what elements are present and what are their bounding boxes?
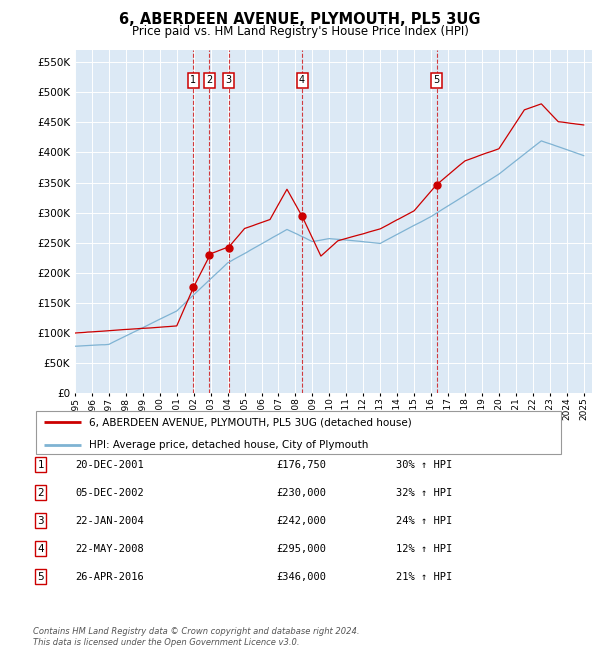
Text: 1: 1	[190, 75, 196, 85]
Text: 1: 1	[37, 460, 44, 470]
Text: £176,750: £176,750	[276, 460, 326, 470]
Text: 30% ↑ HPI: 30% ↑ HPI	[396, 460, 452, 470]
Text: 22-JAN-2004: 22-JAN-2004	[75, 515, 144, 526]
Text: £346,000: £346,000	[276, 571, 326, 582]
Text: 6, ABERDEEN AVENUE, PLYMOUTH, PL5 3UG (detached house): 6, ABERDEEN AVENUE, PLYMOUTH, PL5 3UG (d…	[89, 417, 412, 427]
Text: 3: 3	[226, 75, 232, 85]
Text: 5: 5	[37, 571, 44, 582]
Text: 05-DEC-2002: 05-DEC-2002	[75, 488, 144, 498]
Text: 32% ↑ HPI: 32% ↑ HPI	[396, 488, 452, 498]
Text: 6, ABERDEEN AVENUE, PLYMOUTH, PL5 3UG: 6, ABERDEEN AVENUE, PLYMOUTH, PL5 3UG	[119, 12, 481, 27]
Text: 26-APR-2016: 26-APR-2016	[75, 571, 144, 582]
Text: £242,000: £242,000	[276, 515, 326, 526]
Text: 21% ↑ HPI: 21% ↑ HPI	[396, 571, 452, 582]
Text: 20-DEC-2001: 20-DEC-2001	[75, 460, 144, 470]
Text: 5: 5	[433, 75, 440, 85]
Text: 2: 2	[206, 75, 212, 85]
Text: Contains HM Land Registry data © Crown copyright and database right 2024.
This d: Contains HM Land Registry data © Crown c…	[33, 627, 359, 647]
Text: 12% ↑ HPI: 12% ↑ HPI	[396, 543, 452, 554]
Text: £230,000: £230,000	[276, 488, 326, 498]
Text: 4: 4	[37, 543, 44, 554]
Text: 4: 4	[299, 75, 305, 85]
Text: 24% ↑ HPI: 24% ↑ HPI	[396, 515, 452, 526]
Text: HPI: Average price, detached house, City of Plymouth: HPI: Average price, detached house, City…	[89, 439, 368, 450]
Text: Price paid vs. HM Land Registry's House Price Index (HPI): Price paid vs. HM Land Registry's House …	[131, 25, 469, 38]
Text: 3: 3	[37, 515, 44, 526]
FancyBboxPatch shape	[35, 411, 562, 454]
Text: £295,000: £295,000	[276, 543, 326, 554]
Text: 2: 2	[37, 488, 44, 498]
Text: 22-MAY-2008: 22-MAY-2008	[75, 543, 144, 554]
